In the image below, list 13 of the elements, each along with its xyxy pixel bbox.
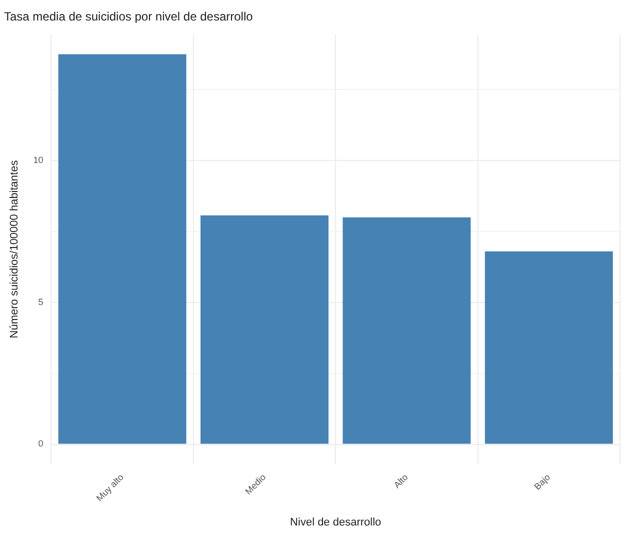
bar <box>484 251 613 444</box>
x-tick-label: Muy alto <box>94 472 126 504</box>
x-axis-title: Nivel de desarrollo <box>290 516 382 528</box>
x-tick-label: Alto <box>392 472 410 490</box>
x-tick-label: Bajo <box>532 472 552 492</box>
bar <box>342 217 471 444</box>
y-tick-label: 0 <box>38 438 44 449</box>
bar <box>58 54 186 444</box>
y-axis-title: Número suicidios/100000 habitantes <box>8 160 21 338</box>
bar <box>200 215 328 444</box>
y-tick-label: 5 <box>38 296 44 307</box>
y-tick-label: 10 <box>33 155 44 166</box>
chart-title: Tasa media de suicidios por nivel de desarrollo <box>4 10 254 24</box>
